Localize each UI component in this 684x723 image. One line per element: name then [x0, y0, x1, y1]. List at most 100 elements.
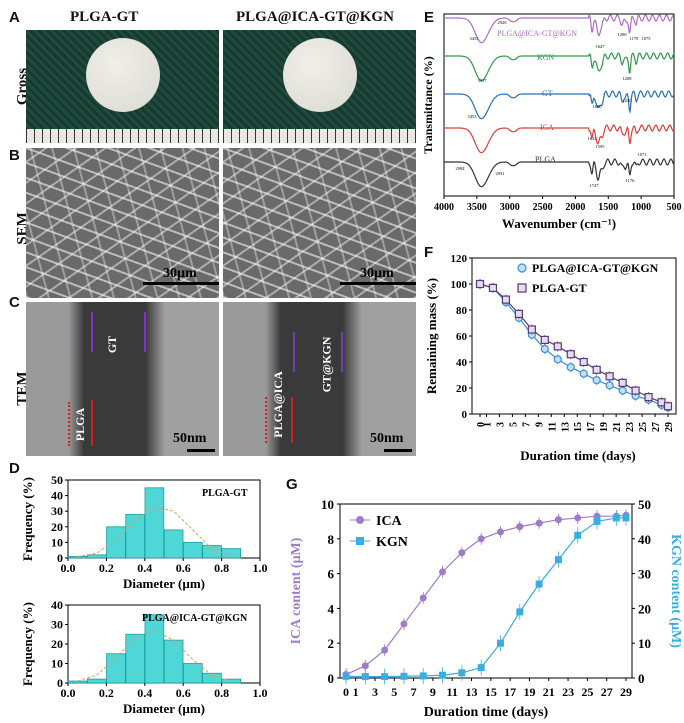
x-tick-label: 0.8: [214, 686, 229, 700]
gt-marker: [144, 312, 146, 352]
data-point: [496, 639, 504, 647]
data-point: [566, 363, 575, 372]
y-tick-label: 4: [328, 601, 335, 616]
data-point: [361, 662, 369, 670]
y-axis-label: Transmittance (%): [422, 56, 435, 153]
y2-tick-label: 40: [638, 532, 651, 547]
data-point: [540, 344, 549, 354]
x-axis-label: Diameter (µm): [123, 576, 205, 591]
data-point: [516, 608, 524, 616]
plga-marker: [265, 397, 269, 443]
data-point: [400, 672, 408, 680]
x-tick-label: 7: [411, 685, 417, 699]
series-label: ICA: [540, 123, 554, 132]
plot-frame: [339, 503, 633, 679]
scaffold-disk: [86, 38, 160, 112]
x-tick-label: 1500: [598, 202, 618, 213]
data-point: [501, 295, 511, 304]
y-tick-label: 10: [51, 657, 63, 671]
x-tick-label: 3: [372, 685, 378, 699]
x-tick-label: 0.8: [214, 561, 229, 575]
x-tick-label: 500: [667, 202, 682, 213]
x-tick-label: 9: [534, 422, 545, 427]
x-tick-label: 23: [625, 422, 636, 432]
x-tick-label: 0.6: [176, 686, 191, 700]
chart-title: PLGA-GT: [202, 488, 248, 499]
y-axis-label: Remaining mass (%): [424, 278, 439, 394]
x-tick-label: 3000: [500, 202, 520, 213]
histogram-bar: [144, 487, 165, 559]
y-axis-label: Frequency (%): [20, 477, 35, 561]
peak-label: 1240: [623, 98, 633, 103]
scale-bar-line: [187, 449, 215, 452]
data-point: [593, 517, 601, 525]
histogram-bar: [182, 542, 203, 559]
y-tick-label: 50: [51, 473, 63, 487]
legend-label: PLGA-GT: [532, 281, 587, 295]
histogram-bar: [221, 548, 242, 559]
y2-axis-label: KGN content (µM): [668, 534, 683, 648]
ftir-series-line: [444, 90, 675, 120]
y-tick-label: 8: [328, 532, 335, 547]
x-tick-label: 17: [504, 685, 516, 699]
x-tick-label: 0.0: [61, 686, 76, 700]
histogram-bar: [144, 614, 165, 684]
data-point: [477, 664, 485, 672]
histogram-bar: [202, 545, 222, 559]
data-point: [618, 378, 627, 387]
data-point: [535, 580, 543, 588]
data-point: [419, 672, 427, 680]
column-title-left: PLGA-GT: [70, 9, 139, 25]
series-line: [479, 283, 669, 409]
x-tick-label: 0.2: [99, 686, 114, 700]
panel-label-d: D: [9, 460, 20, 477]
gt-marker: [91, 312, 93, 352]
series-line: [345, 514, 627, 676]
y2-tick-label: 0: [638, 671, 645, 686]
x-tick-label: 19: [599, 422, 610, 432]
y-tick-label: 20: [51, 637, 63, 651]
data-point: [605, 381, 614, 390]
series-label: PLGA: [535, 155, 556, 164]
y-tick-label: 0: [328, 671, 335, 686]
gross-image-plga-ica-gt-kgn: [223, 30, 416, 143]
scale-bar-line: [384, 449, 412, 452]
x-tick-label: 19: [523, 685, 535, 699]
data-point: [475, 279, 485, 289]
x-tick-label: 0.4: [137, 686, 152, 700]
data-point: [622, 514, 630, 522]
x-tick-label: 1.0: [253, 561, 268, 575]
y-tick-label: 30: [51, 618, 63, 632]
panel-label-b: B: [9, 147, 20, 164]
data-point: [535, 519, 543, 527]
x-tick-label: 7: [521, 422, 532, 427]
y-tick-label: 80: [456, 305, 468, 317]
data-point: [554, 516, 562, 524]
x-tick-label: 0.6: [176, 561, 191, 575]
tem-image-plga-ica-gt-kgn: GT@KGN PLGA@ICA 50nm: [223, 302, 416, 456]
peak-label: 3433: [470, 36, 480, 41]
data-point: [574, 514, 582, 522]
x-tick-label: 1: [353, 685, 359, 699]
data-point: [612, 514, 620, 522]
data-point: [477, 535, 485, 543]
y-tick-label: 20: [51, 520, 63, 534]
tem-label-plga: PLGA: [73, 407, 88, 442]
data-point: [644, 393, 653, 402]
x-tick-label: 2500: [533, 202, 553, 213]
data-point: [439, 568, 447, 576]
data-point: [458, 549, 466, 557]
x-tick-label: 4000: [434, 202, 454, 213]
y-tick-label: 10: [51, 535, 63, 549]
series-line: [479, 283, 669, 407]
x-tick-label: 21: [612, 422, 623, 432]
histogram-bar: [125, 633, 146, 684]
x-tick-label: 21: [543, 685, 555, 699]
peak-label: 1071: [638, 152, 647, 157]
peak-label: 3317: [478, 78, 488, 83]
data-point: [605, 372, 614, 381]
scale-label: 50nm: [173, 431, 207, 446]
data-point: [631, 386, 640, 395]
x-tick-label: 0: [476, 422, 487, 427]
